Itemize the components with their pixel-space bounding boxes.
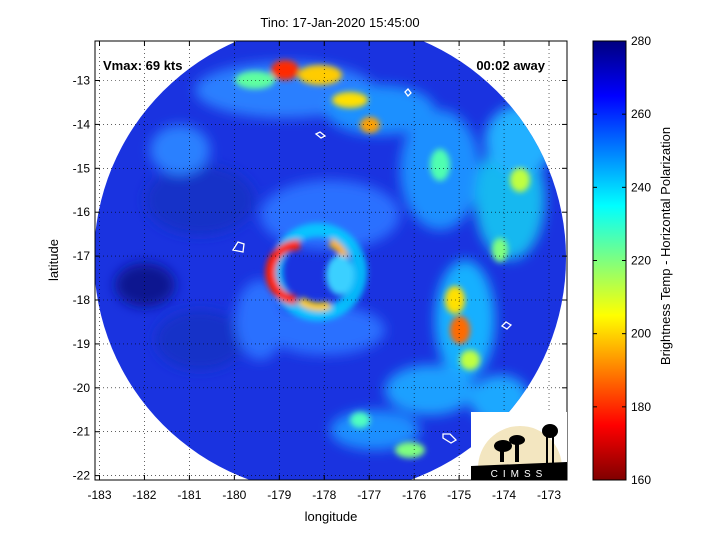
y-tick-label: -16 (73, 205, 91, 219)
microwave-swath (95, 41, 567, 480)
y-tick-label: -13 (73, 74, 91, 88)
y-tick-label: -21 (73, 425, 91, 439)
x-tick-label: -181 (177, 488, 201, 502)
storm-eyewall (265, 223, 367, 321)
colorbar-label: Brightness Temp - Horizontal Polarizatio… (658, 127, 673, 365)
cimss-logo: CIMSS (471, 412, 567, 480)
y-tick-label: -19 (73, 337, 91, 351)
x-tick-label: -183 (87, 488, 111, 502)
x-axis-label: longitude (305, 509, 358, 524)
cimss-logo-text: CIMSS (491, 469, 548, 480)
colorbar: 280 260 240 220 200 180 160 Brightness Temp - … (592, 34, 673, 487)
y-tick-label: -18 (73, 293, 91, 307)
x-tick-label: -176 (402, 488, 426, 502)
y-tick-label: -20 (73, 381, 91, 395)
y-tick-label: -15 (73, 161, 91, 175)
plot-title: Tino: 17-Jan-2020 15:45:00 (260, 15, 419, 30)
x-tick-label: -174 (492, 488, 516, 502)
colorbar-tick-label: 180 (631, 400, 651, 414)
contour-blobs (231, 88, 567, 444)
x-tick-label: -177 (357, 488, 381, 502)
y-axis-label: latitude (46, 239, 61, 281)
y-tick-label: -14 (73, 117, 91, 131)
colorbar-ticks: 280 260 240 220 200 180 160 (593, 34, 651, 487)
colorbar-tick-label: 260 (631, 107, 651, 121)
vmax-label: Vmax: 69 kts (103, 58, 183, 73)
y-axis: -13 -14 -15 -16 -17 -18 -19 -20 -21 -22 (73, 74, 567, 483)
x-tick-label: -178 (312, 488, 336, 502)
x-axis: -183 -182 -181 -180 -179 -178 -177 -176 -175 -174… (87, 41, 561, 502)
x-tick-label: -173 (537, 488, 561, 502)
time-away-label: 00:02 away (476, 58, 545, 73)
y-tick-label: -22 (73, 469, 91, 483)
x-tick-label: -175 (447, 488, 471, 502)
colorbar-gradient (592, 40, 627, 481)
x-tick-label: -182 (132, 488, 156, 502)
y-tick-label: -17 (73, 249, 91, 263)
axes-frame (94, 40, 568, 481)
x-tick-label: -180 (222, 488, 246, 502)
colorbar-tick-label: 200 (631, 327, 651, 341)
colorbar-tick-label: 280 (631, 34, 651, 48)
grid-lines (95, 41, 567, 480)
colorbar-tick-label: 160 (631, 473, 651, 487)
x-tick-label: -179 (267, 488, 291, 502)
colorbar-tick-label: 240 (631, 180, 651, 194)
colorbar-tick-label: 220 (631, 254, 651, 268)
